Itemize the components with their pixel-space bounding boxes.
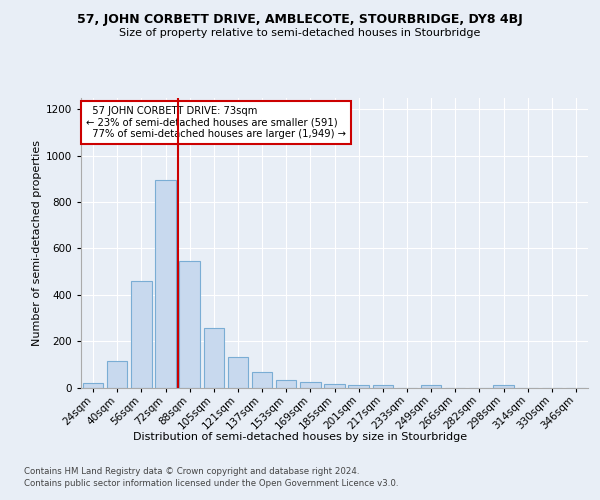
Bar bbox=[155, 180, 176, 388]
Text: Contains HM Land Registry data © Crown copyright and database right 2024.: Contains HM Land Registry data © Crown c… bbox=[24, 468, 359, 476]
Y-axis label: Number of semi-detached properties: Number of semi-detached properties bbox=[32, 140, 41, 346]
Bar bbox=[83, 383, 103, 388]
Bar bbox=[276, 380, 296, 388]
Bar bbox=[349, 385, 369, 388]
Bar bbox=[324, 384, 345, 388]
Text: 57 JOHN CORBETT DRIVE: 73sqm
← 23% of semi-detached houses are smaller (591)
  7: 57 JOHN CORBETT DRIVE: 73sqm ← 23% of se… bbox=[86, 106, 346, 140]
Text: 57, JOHN CORBETT DRIVE, AMBLECOTE, STOURBRIDGE, DY8 4BJ: 57, JOHN CORBETT DRIVE, AMBLECOTE, STOUR… bbox=[77, 12, 523, 26]
Bar bbox=[373, 384, 393, 388]
Text: Distribution of semi-detached houses by size in Stourbridge: Distribution of semi-detached houses by … bbox=[133, 432, 467, 442]
Bar bbox=[227, 358, 248, 388]
Bar bbox=[421, 385, 442, 388]
Bar bbox=[179, 261, 200, 388]
Text: Size of property relative to semi-detached houses in Stourbridge: Size of property relative to semi-detach… bbox=[119, 28, 481, 38]
Bar bbox=[252, 372, 272, 388]
Text: Contains public sector information licensed under the Open Government Licence v3: Contains public sector information licen… bbox=[24, 479, 398, 488]
Bar bbox=[493, 385, 514, 388]
Bar bbox=[203, 328, 224, 388]
Bar bbox=[131, 281, 152, 388]
Bar bbox=[300, 382, 320, 388]
Bar bbox=[107, 361, 127, 388]
